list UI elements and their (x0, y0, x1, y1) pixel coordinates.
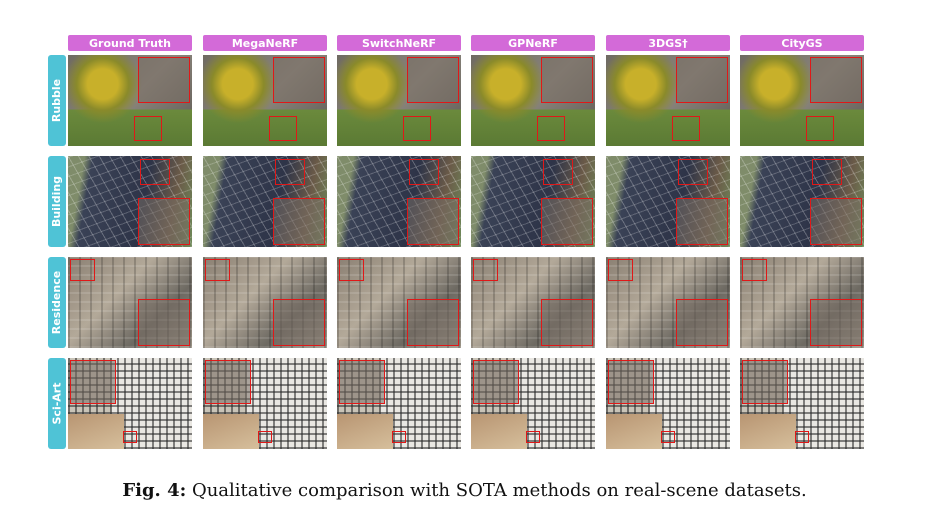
zoom-region-box (392, 431, 406, 443)
row-label-building: Building (48, 156, 66, 247)
ground-patch (68, 414, 124, 449)
zoom-region-box (140, 159, 170, 185)
zoom-region-box (672, 116, 700, 141)
image-residence-gpnerf (471, 257, 595, 348)
image-sci-art-gpnerf (471, 358, 595, 449)
zoom-region-box (258, 431, 272, 443)
zoom-region-box (543, 159, 573, 185)
zoom-region-box (205, 259, 230, 281)
image-residence-switchnerf (337, 257, 461, 348)
image-residence-3dgs (606, 257, 730, 348)
zoom-region-box (812, 159, 842, 185)
zoom-inset-box (810, 198, 862, 245)
zoom-inset-box (273, 198, 325, 245)
zoom-region-box (409, 159, 439, 185)
zoom-inset-box (138, 198, 190, 245)
row-label-residence: Residence (48, 257, 66, 348)
image-building-meganerf (203, 156, 327, 247)
image-sci-art-ground-truth (68, 358, 192, 449)
image-sci-art-switchnerf (337, 358, 461, 449)
image-building-citygs (740, 156, 864, 247)
zoom-inset-box (205, 360, 251, 404)
figure-caption: Fig. 4: Qualitative comparison with SOTA… (0, 480, 929, 501)
zoom-region-box (275, 159, 305, 185)
image-rubble-citygs (740, 55, 864, 146)
column-header-meganerf: MegaNeRF (203, 35, 327, 51)
zoom-inset-box (473, 360, 519, 404)
image-residence-ground-truth (68, 257, 192, 348)
row-label-residence-text: Residence (50, 270, 64, 335)
image-rubble-ground-truth (68, 55, 192, 146)
image-building-ground-truth (68, 156, 192, 247)
zoom-inset-box (541, 198, 593, 245)
image-rubble-3dgs (606, 55, 730, 146)
zoom-inset-box (70, 360, 116, 404)
image-rubble-meganerf (203, 55, 327, 146)
zoom-region-box (537, 116, 565, 141)
image-rubble-gpnerf (471, 55, 595, 146)
zoom-inset-box (541, 57, 593, 103)
zoom-inset-box (138, 299, 190, 346)
column-header-citygs: CityGS (740, 35, 864, 51)
zoom-region-box (795, 431, 809, 443)
zoom-inset-box (742, 360, 788, 404)
image-residence-citygs (740, 257, 864, 348)
ground-patch (471, 414, 527, 449)
column-header-switchnerf: SwitchNeRF (337, 35, 461, 51)
zoom-region-box (134, 116, 162, 141)
zoom-inset-box (541, 299, 593, 346)
column-header-3dgs: 3DGS† (606, 35, 730, 51)
row-label-rubble: Rubble (48, 55, 66, 146)
column-header-ground-truth: Ground Truth (68, 35, 192, 51)
zoom-inset-box (407, 198, 459, 245)
row-label-building-text: Building (50, 175, 64, 228)
zoom-region-box (608, 259, 633, 281)
zoom-inset-box (810, 299, 862, 346)
zoom-inset-box (676, 57, 728, 103)
zoom-inset-box (407, 57, 459, 103)
zoom-inset-box (407, 299, 459, 346)
zoom-inset-box (608, 360, 654, 404)
row-label-rubble-text: Rubble (50, 78, 64, 123)
zoom-inset-box (273, 57, 325, 103)
image-sci-art-meganerf (203, 358, 327, 449)
caption-prefix: Fig. 4: (122, 480, 187, 501)
zoom-region-box (742, 259, 767, 281)
zoom-inset-box (273, 299, 325, 346)
row-label-sci-art: Sci-Art (48, 358, 66, 449)
zoom-region-box (269, 116, 297, 141)
column-header-gpnerf: GPNeRF (471, 35, 595, 51)
row-label-sci-art-text: Sci-Art (50, 382, 64, 425)
zoom-region-box (806, 116, 834, 141)
zoom-inset-box (676, 198, 728, 245)
zoom-region-box (339, 259, 364, 281)
zoom-inset-box (810, 57, 862, 103)
zoom-inset-box (676, 299, 728, 346)
ground-patch (337, 414, 393, 449)
zoom-region-box (526, 431, 540, 443)
image-sci-art-citygs (740, 358, 864, 449)
zoom-region-box (473, 259, 498, 281)
image-building-3dgs (606, 156, 730, 247)
zoom-region-box (678, 159, 708, 185)
image-rubble-switchnerf (337, 55, 461, 146)
image-building-switchnerf (337, 156, 461, 247)
zoom-region-box (403, 116, 431, 141)
image-building-gpnerf (471, 156, 595, 247)
ground-patch (606, 414, 662, 449)
caption-text: Qualitative comparison with SOTA methods… (186, 480, 807, 501)
zoom-inset-box (138, 57, 190, 103)
zoom-region-box (70, 259, 95, 281)
ground-patch (740, 414, 796, 449)
zoom-region-box (123, 431, 137, 443)
zoom-region-box (661, 431, 675, 443)
image-sci-art-3dgs (606, 358, 730, 449)
image-residence-meganerf (203, 257, 327, 348)
zoom-inset-box (339, 360, 385, 404)
ground-patch (203, 414, 259, 449)
